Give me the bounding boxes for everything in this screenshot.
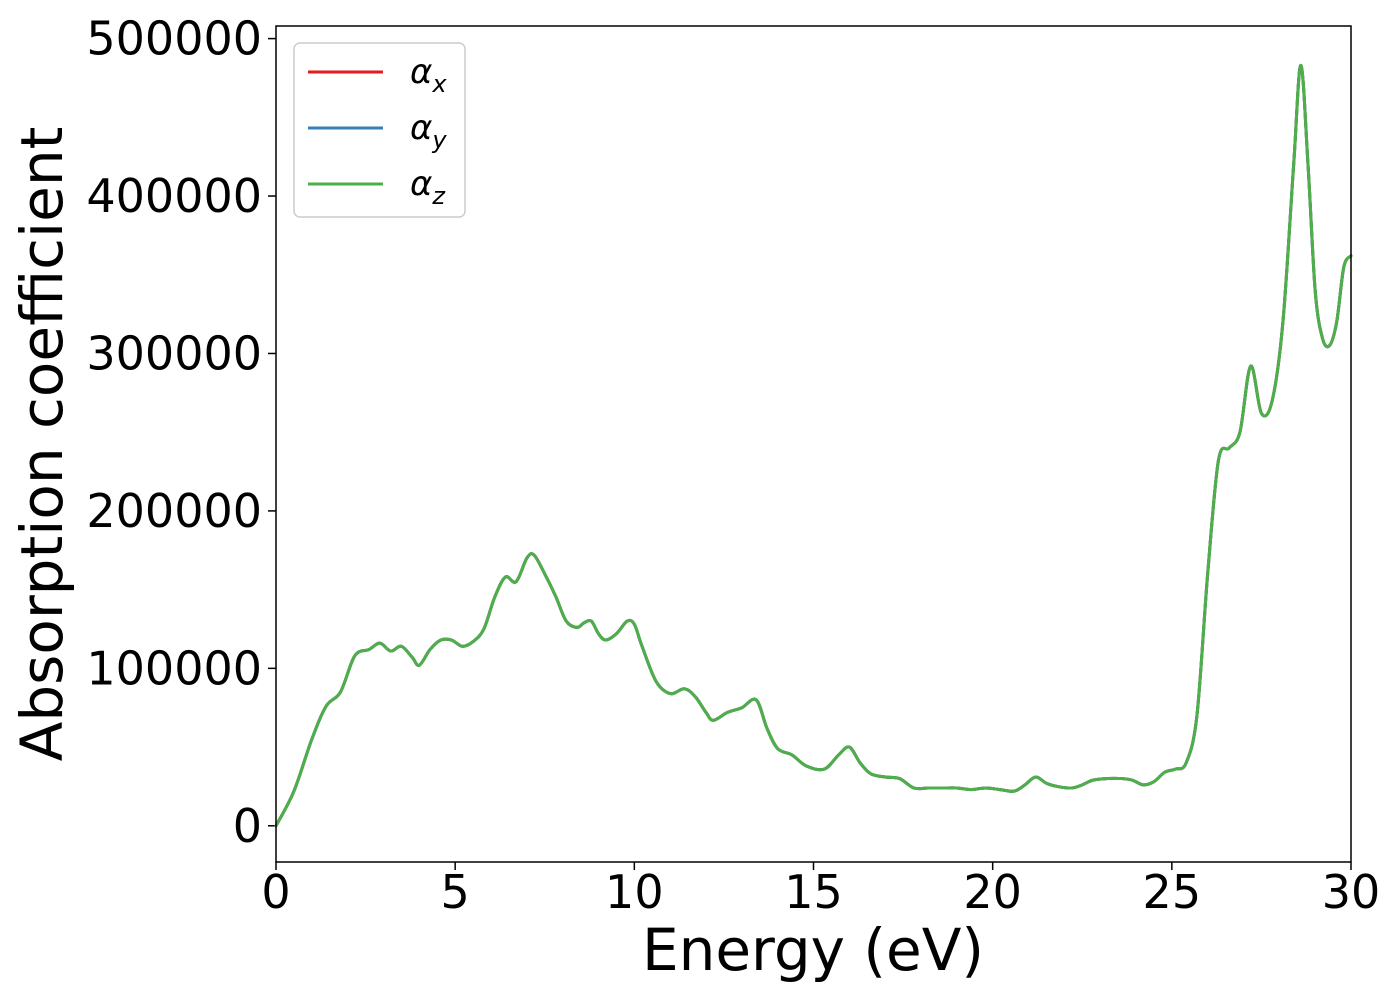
series-lines (274, 63, 1353, 828)
x-axis-ticks: 0 5 10 15 20 25 30 (261, 862, 1380, 919)
y-tick-label: 200000 (86, 484, 262, 538)
x-tick-label: 5 (441, 865, 470, 919)
y-tick-label: 400000 (86, 169, 262, 223)
y-axis-ticks: 0 100000 200000 300000 400000 500000 (86, 12, 276, 853)
x-tick-label: 0 (261, 865, 290, 919)
legend: αx αy αz (293, 42, 466, 218)
series-line-alpha-z (274, 63, 1353, 828)
x-tick-label: 30 (1322, 865, 1381, 919)
x-tick-label: 10 (605, 865, 664, 919)
y-tick-label: 300000 (86, 326, 262, 380)
legend-label-alpha-x: αx (410, 52, 447, 98)
x-axis-title: Energy (eV) (642, 916, 984, 984)
x-tick-label: 20 (963, 865, 1022, 919)
y-axis-title: Absorption coefficient (8, 127, 76, 762)
y-tick-label: 100000 (86, 641, 262, 695)
x-tick-label: 25 (1143, 865, 1202, 919)
x-tick-label: 15 (784, 865, 843, 919)
legend-box (293, 42, 466, 218)
legend-label-alpha-y: αy (410, 108, 447, 154)
plot-frame (275, 25, 1352, 863)
y-tick-label: 500000 (86, 12, 262, 66)
legend-label-alpha-z: αz (410, 164, 446, 210)
y-tick-label: 0 (233, 799, 262, 853)
